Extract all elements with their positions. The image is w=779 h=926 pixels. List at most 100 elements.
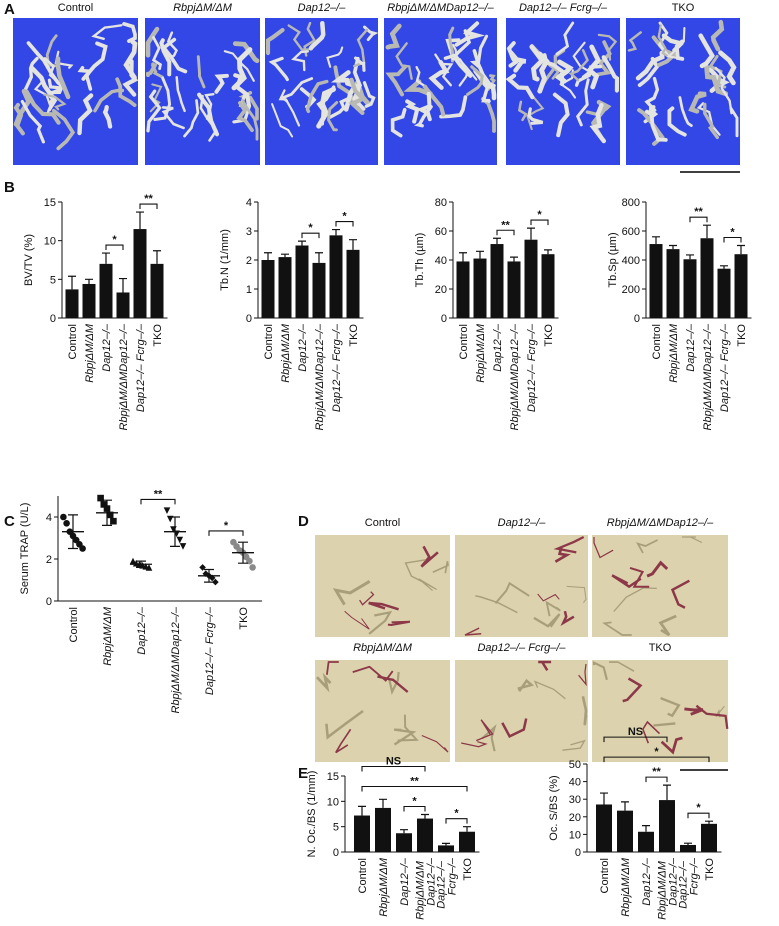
image-label: RbpjΔM/ΔM [353,642,413,654]
trabecula [416,91,432,122]
image-label: Control [365,517,400,529]
trabecula [278,89,301,127]
x-tick-label: TKO [736,324,748,347]
significance-label: * [537,209,542,221]
data-point [145,564,153,571]
bar [524,239,538,318]
trabecula [43,93,67,111]
tissue-edge [660,736,683,755]
tissue-edge [533,613,561,628]
image-label: Dap12–/– Fcrg–/– [477,642,566,654]
error-bar [119,277,127,293]
significance-label: NS [386,756,401,768]
trabecula [122,22,137,43]
bar [596,804,612,852]
tissue-edge [622,677,643,703]
x-tick-label: Control [599,858,611,893]
trabecula [23,56,39,92]
error-bar [527,227,535,240]
trabecula [529,44,546,82]
bar [701,823,717,852]
significance-bracket [208,530,244,536]
y-tick-label: 40 [569,777,581,789]
tissue-edge [646,560,669,578]
bar [82,283,96,318]
x-tick-label: Dap12–/– Fcrg–/– [331,323,343,412]
trabecula [93,88,125,113]
trabecula [454,21,486,47]
y-tick-label: 0 [50,313,56,325]
image-label: RbpjΔM/ΔM [173,2,233,14]
y-tick-label: 5 [50,274,56,286]
tissue-edge [562,739,586,751]
trabecula [204,93,215,120]
trabecula [363,25,379,42]
tissue-edge [501,718,528,739]
trabecula [20,99,45,144]
histology-image [592,535,728,637]
y-tick-label: 0 [575,847,581,859]
x-tick-label: Dap12–/– [399,857,411,906]
image-label: TKO [672,2,695,14]
bar [417,818,433,852]
y-tick-label: 60 [435,226,447,238]
trabecula [390,107,407,138]
image-label: Dap12–/– [298,2,347,14]
panel-label: B [4,179,15,196]
y-axis-label: BV/TV (%) [23,234,35,286]
x-tick-label: RbpjΔM/ΔMDap12–/– [702,323,714,430]
significance-label: * [654,746,659,758]
bar [396,833,412,852]
y-tick-label: 2 [246,255,252,267]
significance-label: NS [628,726,643,738]
x-tick-label: Dap12–/– Fcrg–/– [204,606,216,695]
error-bar [68,275,76,290]
significance-label: * [696,802,701,814]
trabecula [115,77,137,107]
histology-image [315,535,450,637]
y-tick-label: 400 [622,255,640,267]
x-tick-label: RbpjΔM/ΔMDap12–/– [170,606,182,713]
x-tick-label: Dap12–/– Fcrg–/– [678,857,701,909]
trabecula [666,27,686,59]
tissue-edge [684,707,704,716]
trabecula [575,78,590,127]
data-point [60,513,67,521]
trabecula [316,85,336,126]
x-tick-label: TKO [238,607,250,630]
significance-bracket [403,805,426,812]
error-bar [298,240,306,246]
x-tick-label: Dap12–/– [685,323,697,372]
tissue-edge [475,595,518,614]
trabecula [46,78,64,95]
trabecula [354,56,366,72]
tissue-edge [464,627,482,636]
image-label: Dap12–/– [498,517,547,529]
trabecula [151,36,163,71]
significance-bracket [687,812,710,819]
trabecula [77,93,94,136]
y-tick-label: 10 [327,796,339,808]
x-tick-label: RbpjΔM/ΔM [280,323,292,383]
trabecula [123,39,138,80]
bar [295,245,309,318]
error-bar [315,252,323,263]
bar [541,254,555,318]
panel-label: C [4,513,15,530]
data-point [212,578,219,586]
tissue-edge [368,601,399,611]
bar [133,229,147,318]
bar [329,235,343,318]
error-bar [421,813,429,819]
bar [150,263,164,318]
significance-bracket [723,236,742,243]
trabecula [451,57,469,87]
tissue-edge [359,591,375,606]
tissue-edge [608,661,635,672]
histology-image [592,660,729,762]
micro-ct-image [265,18,379,165]
significance-bracket [445,818,468,824]
trabecula [537,51,550,94]
trabecula [572,41,592,78]
trabecula [241,98,259,141]
